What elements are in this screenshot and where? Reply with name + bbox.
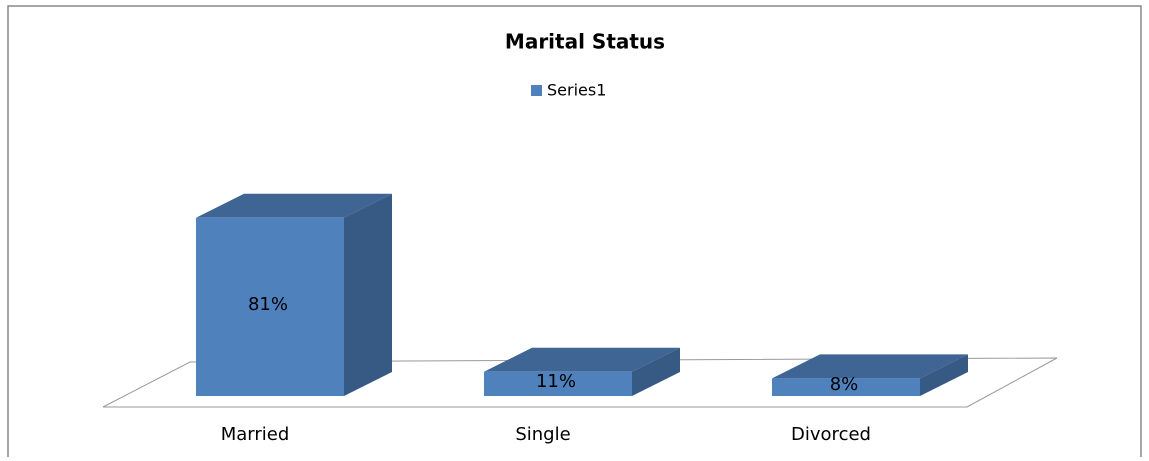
bar — [772, 378, 920, 396]
bar-side — [632, 347, 680, 396]
x-tick-label: Married — [221, 424, 290, 445]
data-label: 8% — [830, 374, 859, 395]
chart-title: Marital Status — [505, 30, 665, 54]
bar-top — [484, 347, 680, 372]
x-tick-label: Single — [515, 424, 570, 445]
data-label: 81% — [248, 294, 288, 315]
bar — [196, 217, 344, 396]
bar-top — [196, 193, 392, 218]
data-label: 11% — [536, 371, 576, 392]
legend-swatch — [531, 85, 542, 96]
bar-top — [772, 354, 968, 379]
bar-side — [344, 193, 392, 396]
bar-side — [920, 354, 968, 396]
legend-label: Series1 — [547, 81, 606, 100]
bar — [484, 371, 632, 396]
x-tick-label: Divorced — [791, 424, 871, 445]
